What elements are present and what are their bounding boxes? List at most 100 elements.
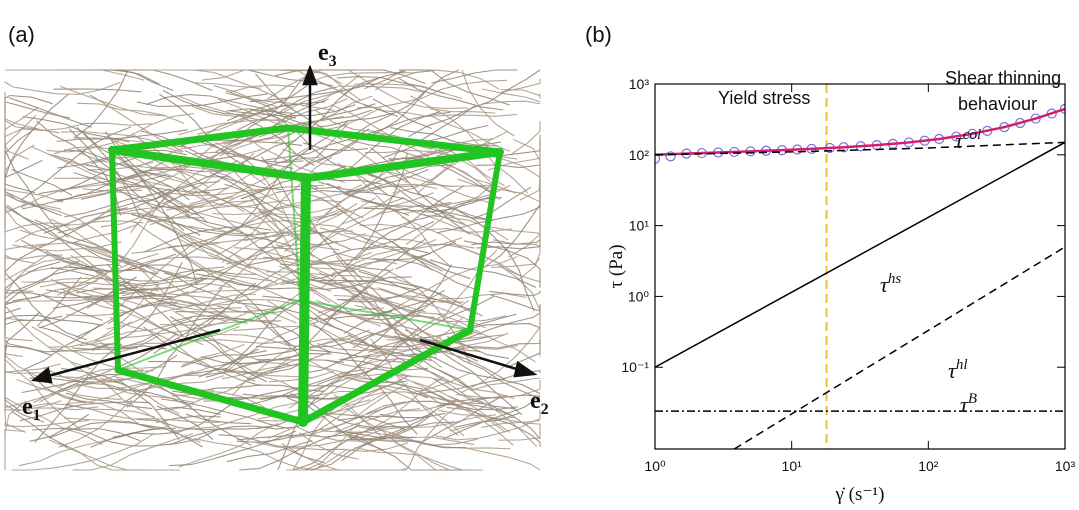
- fiber: [377, 256, 518, 319]
- fiber: [164, 355, 308, 412]
- fiber: [289, 220, 435, 274]
- fiber: [349, 165, 494, 222]
- fiber: [188, 225, 254, 236]
- region-label: Yield stress: [718, 88, 810, 108]
- fiber: [81, 174, 166, 200]
- plot: 10⁰ 10¹ 10² 10³10⁻¹10⁰10¹10²10³τcolτhsτhlτB…: [606, 68, 1075, 505]
- fiber: [131, 242, 219, 254]
- fiber: [236, 86, 338, 131]
- fiber: [372, 98, 432, 130]
- fiber: [224, 183, 285, 214]
- fiber: [317, 80, 399, 118]
- series-label: τcol: [955, 127, 981, 153]
- fiber: [195, 82, 262, 89]
- fiber: [302, 203, 424, 255]
- fiber: [232, 205, 341, 216]
- fiber: [492, 239, 541, 248]
- fiber: [412, 381, 510, 433]
- fiber: [111, 241, 195, 316]
- axis-base: e: [530, 388, 541, 414]
- fiber: [177, 95, 285, 121]
- fiber: [5, 101, 71, 119]
- fiber: [155, 415, 222, 424]
- fiber: [139, 375, 252, 446]
- fiber: [126, 264, 257, 275]
- fiber: [70, 362, 195, 403]
- fiber: [185, 413, 252, 425]
- fiber: [167, 212, 272, 249]
- fiber: [170, 277, 301, 299]
- fiber: [352, 264, 452, 349]
- fiber: [199, 329, 308, 349]
- fiber: [66, 370, 194, 405]
- fiber: [348, 139, 434, 162]
- fiber: [38, 173, 148, 195]
- fiber: [409, 414, 497, 429]
- fiber: [92, 69, 213, 92]
- fiber: [367, 313, 517, 353]
- fiber: [311, 279, 462, 305]
- fiber: [463, 323, 541, 331]
- fiber: [217, 208, 348, 290]
- label-sup: B: [968, 391, 977, 407]
- fiber: [4, 311, 41, 357]
- fiber: [4, 335, 33, 342]
- fiber: [371, 183, 438, 190]
- label-base: τ: [960, 392, 969, 417]
- fiber: [69, 253, 177, 273]
- fiber: [73, 172, 198, 216]
- fiber: [94, 246, 200, 281]
- fiber: [189, 235, 284, 294]
- fiber: [159, 93, 209, 138]
- fiber: [169, 394, 319, 433]
- fiber: [358, 270, 483, 317]
- fiber: [6, 204, 97, 269]
- y-axis-label: τ (Pa): [606, 244, 627, 288]
- fiber: [304, 405, 388, 471]
- fiber: [41, 294, 103, 321]
- fiber: [290, 104, 356, 117]
- data-point: [655, 153, 661, 164]
- data-point: [665, 151, 676, 162]
- fiber: [198, 348, 259, 378]
- fiber: [72, 433, 194, 471]
- fiber: [446, 406, 541, 447]
- fiber: [58, 441, 180, 471]
- fiber: [315, 280, 419, 318]
- fiber: [340, 277, 487, 329]
- fiber: [354, 83, 463, 100]
- series-label: τB: [960, 391, 977, 417]
- fiber: [423, 213, 486, 240]
- fiber: [316, 366, 381, 386]
- fiber: [11, 169, 73, 196]
- fiber: [226, 85, 308, 122]
- fiber: [377, 287, 464, 303]
- fiber: [4, 342, 111, 353]
- fiber: [372, 131, 493, 184]
- fiber: [326, 182, 410, 216]
- fiber: [266, 299, 387, 353]
- fiber: [230, 110, 296, 119]
- fiber: [378, 378, 461, 409]
- fiber: [133, 220, 273, 282]
- fiber: [476, 244, 541, 250]
- fiber: [181, 343, 245, 366]
- fiber: [348, 69, 468, 110]
- plot-content: [655, 84, 1065, 449]
- fiber: [4, 244, 35, 264]
- fiber: [509, 121, 541, 156]
- fiber: [226, 108, 293, 114]
- fiber: [415, 370, 541, 395]
- fiber: [401, 157, 501, 201]
- fiber: [195, 273, 261, 288]
- x-tick-label: 10³: [1055, 458, 1076, 474]
- fiber: [29, 413, 90, 442]
- fiber: [436, 313, 536, 363]
- fiber: [65, 392, 153, 410]
- fiber: [353, 287, 470, 389]
- fiber: [46, 113, 194, 153]
- fiber: [429, 259, 537, 288]
- fiber: [332, 251, 398, 265]
- fiber: [192, 105, 257, 117]
- label-sup: hl: [956, 357, 968, 373]
